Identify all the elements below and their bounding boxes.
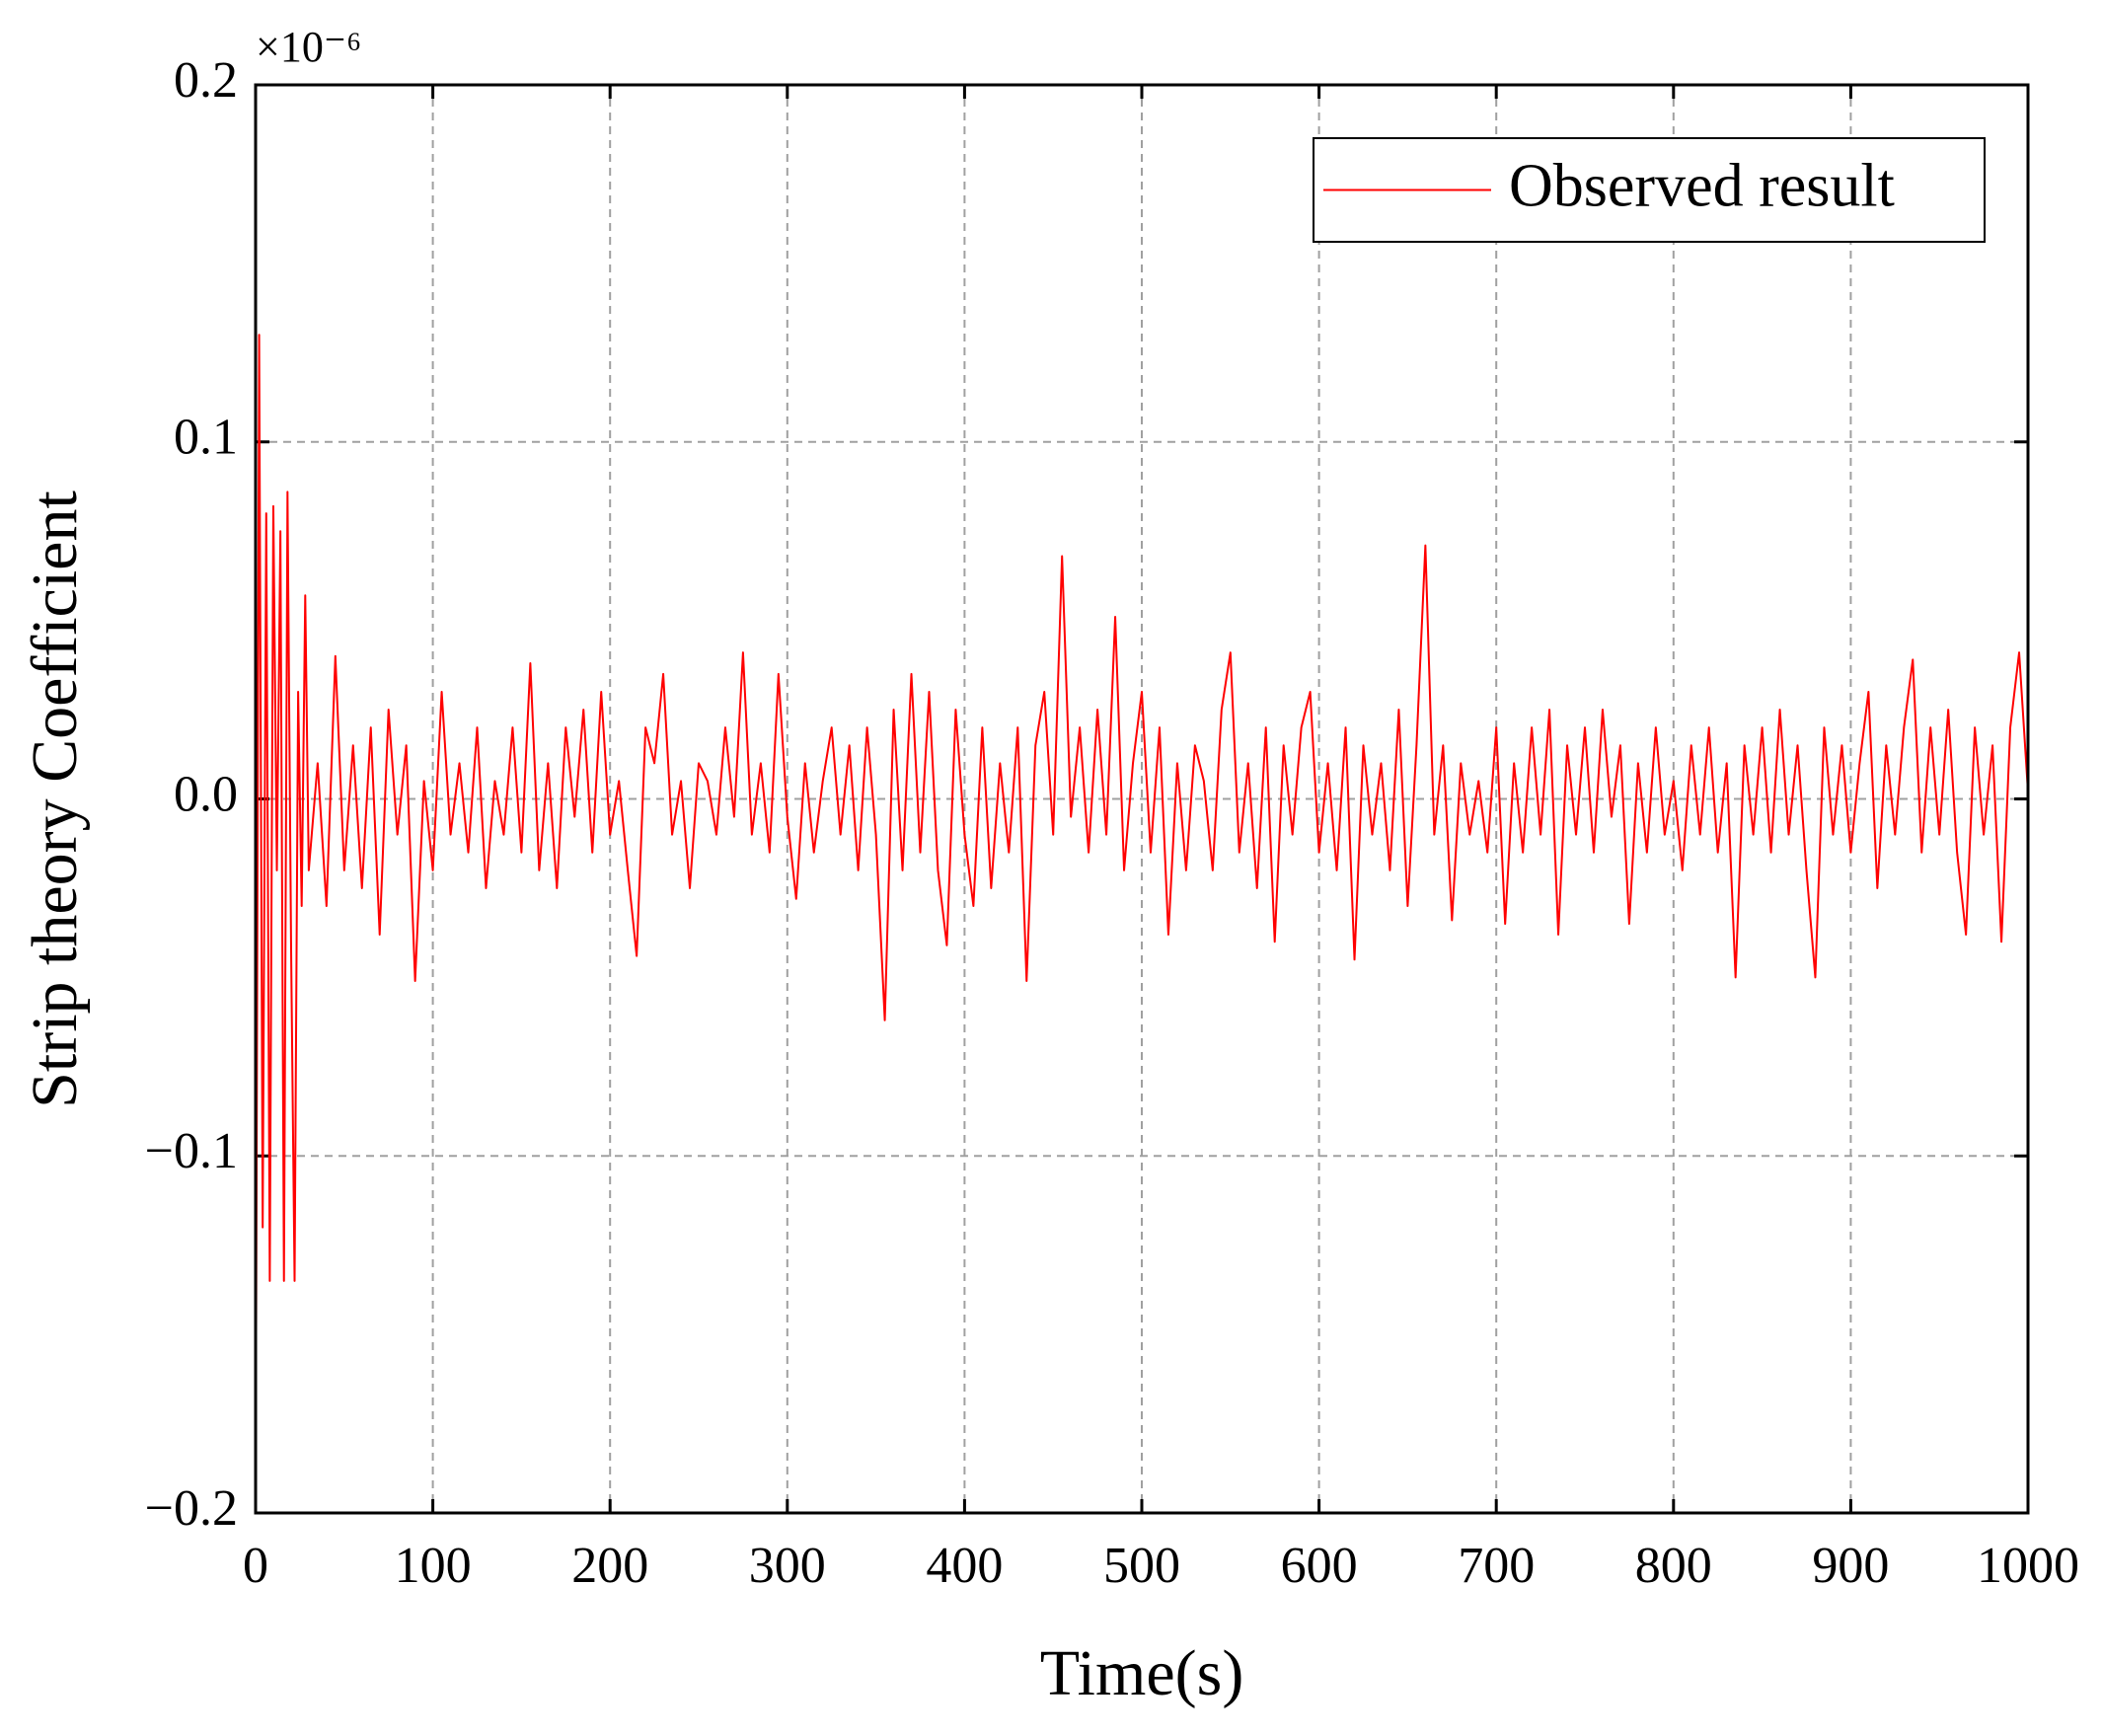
- x-tick-label: 100: [395, 1538, 472, 1594]
- y-tick-label: 0.0: [174, 766, 238, 822]
- legend-label: Observed result: [1509, 153, 1895, 220]
- x-tick-label: 800: [1635, 1538, 1712, 1594]
- data-line: [255, 334, 2029, 1495]
- x-tick-label: 300: [749, 1538, 826, 1594]
- x-tick-label: 700: [1458, 1538, 1535, 1594]
- y-multiplier: ×10⁻⁶: [256, 23, 361, 71]
- y-tick-label: −0.1: [145, 1123, 238, 1179]
- x-tick-label: 400: [926, 1538, 1003, 1594]
- y-axis-title: Strip theory Coefficient: [19, 491, 91, 1108]
- x-axis-title: Time(s): [1040, 1637, 1244, 1709]
- x-tick-label: 1000: [1977, 1538, 2079, 1594]
- x-tick-label: 200: [571, 1538, 648, 1594]
- x-tick-label: 600: [1281, 1538, 1358, 1594]
- y-tick-label: 0.2: [174, 52, 238, 109]
- x-tick-label: 900: [1812, 1538, 1889, 1594]
- y-tick-label: −0.2: [145, 1480, 238, 1537]
- x-tick-label: 0: [243, 1538, 268, 1594]
- x-tick-label: 500: [1103, 1538, 1180, 1594]
- y-tick-label: 0.1: [174, 410, 238, 466]
- plot-frame: [254, 83, 2030, 1515]
